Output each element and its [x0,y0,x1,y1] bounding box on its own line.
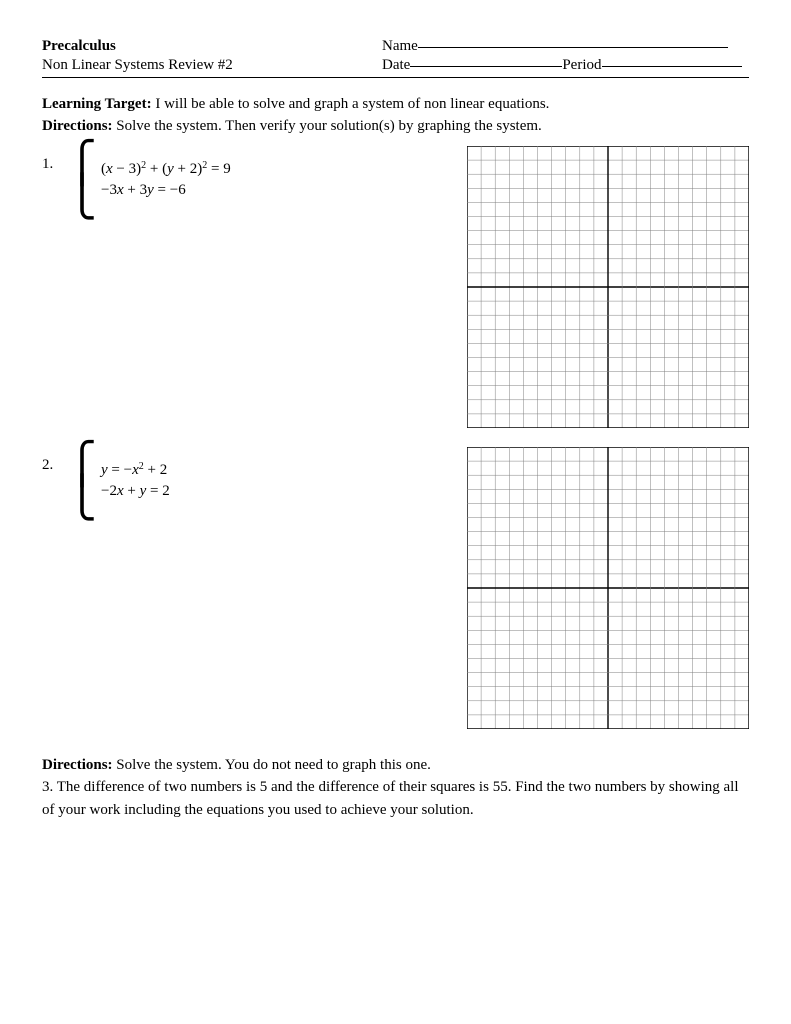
directions-2: Directions: Solve the system. You do not… [42,754,749,777]
question-3-text: 3. The difference of two numbers is 5 an… [42,776,749,821]
directions-1: Directions: Solve the system. Then verif… [42,116,749,138]
q2-eq1: y = −x2 + 2 [101,459,170,481]
directions-2-label: Directions: [42,757,113,773]
q2-eq2: −2x + y = 2 [101,481,170,502]
section-2: Directions: Solve the system. You do not… [42,754,749,822]
directions-label: Directions: [42,118,113,134]
q2-equations: ⎧⎩ y = −x2 + 2 −2x + y = 2 [67,447,437,515]
date-label: Date [382,57,410,73]
question-1-row: 1. ⎧⎩ (x − 3)2 + (y + 2)2 = 9 −3x + 3y =… [42,146,749,433]
header-row-bottom: Non Linear Systems Review #2 Date Period [42,57,749,78]
learning-target: Learning Target: I will be able to solve… [42,94,749,116]
left-brace-icon: ⎧⎩ [67,447,97,515]
period-blank [602,66,742,67]
learning-target-text: I will be able to solve and graph a syst… [152,96,550,112]
question-2-row: 2. ⎧⎩ y = −x2 + 2 −2x + y = 2 [42,447,749,734]
header-row-top: Precalculus Name [42,38,749,55]
name-field-container: Name [382,38,749,55]
q2-number: 2. [42,447,67,474]
q1-eq2: −3x + 3y = −6 [101,180,231,201]
directions-text: Solve the system. Then verify your solut… [113,118,542,134]
q1-equations: ⎧⎩ (x − 3)2 + (y + 2)2 = 9 −3x + 3y = −6 [67,146,437,214]
learning-target-label: Learning Target: [42,96,152,112]
worksheet-subtitle: Non Linear Systems Review #2 [42,57,382,74]
intro-block: Learning Target: I will be able to solve… [42,94,749,138]
q1-grid [467,146,749,433]
course-title: Precalculus [42,38,382,55]
date-period-container: Date Period [382,57,749,74]
left-brace-icon: ⎧⎩ [67,146,97,214]
period-label: Period [562,57,601,73]
q1-eq1: (x − 3)2 + (y + 2)2 = 9 [101,158,231,180]
q1-number: 1. [42,146,67,173]
directions-2-text: Solve the system. You do not need to gra… [113,757,431,773]
date-blank [410,66,562,67]
q2-grid [467,447,749,734]
name-blank [418,47,728,48]
name-label: Name [382,38,418,54]
